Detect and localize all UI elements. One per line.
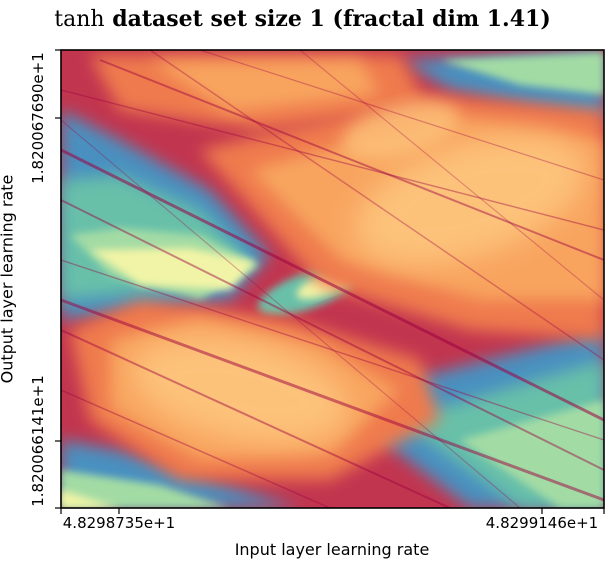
y-axis-label: Output layer learning rate xyxy=(0,174,17,384)
dark-filament xyxy=(299,50,604,301)
dark-filament xyxy=(149,50,604,361)
dark-filament xyxy=(61,298,604,502)
title-text: dataset set size 1 (fractal dim 1.41) xyxy=(104,6,551,32)
heatmap-image xyxy=(61,50,604,508)
dark-filament xyxy=(61,148,604,422)
chart-title: tanh dataset set size 1 (fractal dim 1.4… xyxy=(0,6,605,32)
cool-region-band xyxy=(90,248,255,290)
warm-core-right xyxy=(341,101,459,159)
dark-filament xyxy=(61,389,331,508)
y-tick-label: 1.820066141e+1 xyxy=(29,375,47,507)
y-tick-label: 1.820067690e+1 xyxy=(29,52,47,184)
dark-filament xyxy=(99,59,604,261)
x-tick-label: 4.8298735e+1 xyxy=(62,514,176,532)
dark-filament xyxy=(61,259,604,441)
warm-region-top xyxy=(150,60,380,112)
title-function: tanh xyxy=(54,7,105,32)
dark-filament xyxy=(61,329,451,508)
plot-frame xyxy=(60,49,605,509)
cool-region-bottom xyxy=(61,470,230,508)
warm-core-right xyxy=(354,135,586,265)
dark-filament xyxy=(199,50,604,181)
warm-core-lower xyxy=(131,337,349,443)
axis-tick-marks xyxy=(55,49,605,514)
dark-filament xyxy=(61,119,521,508)
x-tick-label: 4.8299146e+1 xyxy=(485,514,599,532)
cool-region-top-right xyxy=(440,52,604,95)
dark-filament xyxy=(61,199,604,471)
cool-region-bottom xyxy=(61,490,120,508)
x-axis-label: Input layer learning rate xyxy=(234,540,430,559)
dark-filament xyxy=(61,89,604,231)
cool-region-bottom-right xyxy=(460,400,604,508)
